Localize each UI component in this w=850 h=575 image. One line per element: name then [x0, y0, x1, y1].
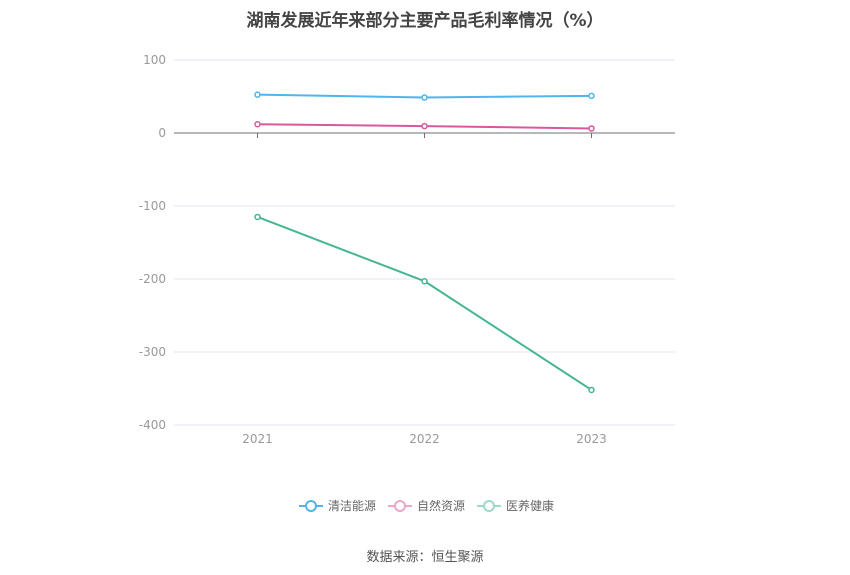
- data-point: [421, 277, 428, 285]
- x-tick-label: 2023: [576, 432, 607, 446]
- data-point: [588, 92, 595, 100]
- legend-item: 清洁能源: [299, 499, 376, 513]
- legend-label: 自然资源: [417, 498, 465, 513]
- legend-label: 医养健康: [506, 498, 554, 513]
- data-point: [254, 213, 261, 221]
- y-tick-label: -300: [139, 345, 166, 359]
- legend-marker: [394, 500, 406, 512]
- y-axis-labels: 100 0 -100 -200 -300 -400: [139, 53, 166, 432]
- y-tick-label: -100: [139, 199, 166, 213]
- legend-item: 医养健康: [477, 498, 554, 513]
- series-lines: [254, 91, 595, 394]
- data-point: [588, 125, 595, 132]
- x-tick-label: 2022: [409, 432, 440, 446]
- source-note: 数据来源：恒生聚源: [366, 550, 484, 565]
- data-point: [588, 386, 595, 394]
- data-point: [254, 91, 261, 98]
- series-line: [257, 216, 593, 391]
- x-tick-label: 2021: [242, 432, 273, 446]
- y-tick-label: 0: [158, 126, 166, 140]
- chart-title: 湖南发展近年来部分主要产品毛利率情况（%）: [246, 11, 604, 31]
- legend: 清洁能源 自然资源 医养健康: [299, 498, 554, 513]
- y-tick-label: 100: [143, 53, 166, 67]
- grid-lines: [174, 59, 675, 426]
- data-point: [254, 120, 261, 128]
- data-point: [421, 94, 428, 101]
- legend-marker: [483, 500, 495, 512]
- y-tick-label: -200: [139, 272, 166, 286]
- x-axis: 2021 2022 2023: [174, 132, 675, 446]
- legend-label: 清洁能源: [328, 499, 376, 513]
- y-tick-label: -400: [139, 418, 166, 432]
- legend-marker: [305, 500, 317, 512]
- data-point: [421, 122, 428, 130]
- legend-item: 自然资源: [388, 498, 465, 513]
